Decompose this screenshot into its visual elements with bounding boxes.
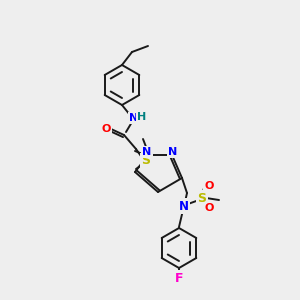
Text: N: N: [129, 113, 139, 123]
Text: N: N: [142, 147, 152, 157]
Text: H: H: [137, 112, 147, 122]
Text: S: S: [142, 154, 151, 167]
Text: O: O: [204, 203, 214, 213]
Text: N: N: [179, 200, 189, 212]
Text: S: S: [197, 191, 206, 205]
Text: O: O: [204, 181, 214, 191]
Text: O: O: [101, 124, 111, 134]
Text: N: N: [168, 147, 178, 157]
Text: F: F: [175, 272, 183, 284]
